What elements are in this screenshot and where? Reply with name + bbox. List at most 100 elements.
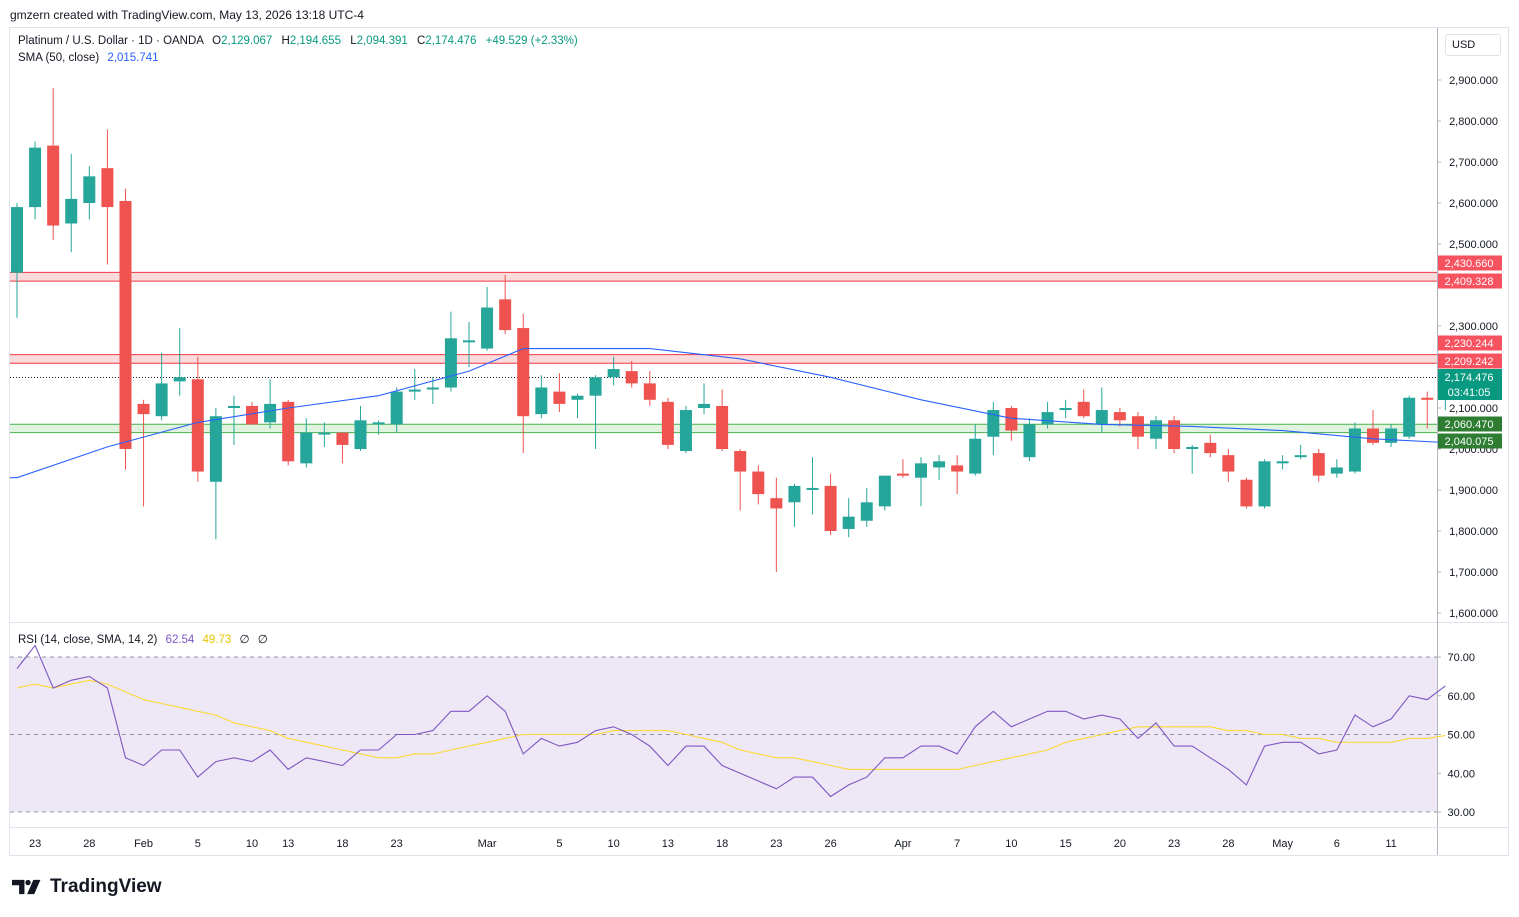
candle-up [878, 475, 891, 507]
candle-up [860, 502, 873, 521]
candle-up [1095, 410, 1108, 425]
price-tick-label: 1,700.000 [1449, 567, 1498, 579]
zone1-top-label-bg [1438, 255, 1502, 271]
time-tick-label: 28 [83, 838, 95, 850]
candle-down [643, 383, 656, 400]
price-labels-layer: 2,430.660 2,409.328 2,230.244 2,209.242 2,17… [1438, 255, 1502, 449]
candle-up [535, 387, 548, 415]
candle-up [155, 383, 168, 417]
zone1-bottom-label-bg [1438, 273, 1502, 289]
price-tick-label: 2,100.000 [1449, 403, 1498, 415]
candle-up [1186, 446, 1199, 449]
time-tick-label: 10 [246, 838, 258, 850]
candle-up [390, 391, 403, 425]
price-tick-label: 2,900.000 [1449, 75, 1498, 87]
sma-legend[interactable]: SMA (50, close) 2,015.741 [18, 52, 164, 64]
candle-up [1150, 420, 1163, 439]
zone1-bottom-label: 2,409.328 [1445, 276, 1494, 288]
candle-up [29, 147, 42, 208]
time-tick-label: 11 [1385, 838, 1396, 850]
price-tick-label: 1,800.000 [1449, 526, 1498, 538]
candle-up [1348, 428, 1361, 472]
candle-up [444, 338, 457, 388]
rsi-legend-extra-1: ∅ [239, 634, 250, 646]
candle-up [300, 432, 313, 464]
zone1-top-label: 2,430.660 [1445, 258, 1494, 270]
chart-frame [9, 27, 1509, 856]
sma-legend-label: SMA (50, close) [18, 52, 100, 64]
candles-layer [11, 88, 1452, 572]
tradingview-brand[interactable]: TradingView [12, 876, 162, 898]
time-tick-label: 5 [556, 838, 562, 850]
candle-up [481, 307, 494, 349]
price-tick-label: 1,600.000 [1449, 608, 1498, 620]
candle-up [679, 410, 692, 452]
candle-down [1168, 420, 1181, 449]
change-value: +49.529 (+2.33%) [485, 35, 578, 47]
rsi-legend[interactable]: RSI (14, close, SMA, 14, 2) 62.54 49.73 … [18, 632, 273, 646]
rsi-tick-label: 70.00 [1447, 652, 1475, 664]
rsi-tick-label: 30.00 [1447, 807, 1475, 819]
time-tick-label: May [1272, 838, 1293, 850]
candle-down [1312, 453, 1325, 476]
time-tick-label: 20 [1114, 838, 1126, 850]
time-tick-label: Feb [134, 838, 153, 850]
time-tick-label: Apr [894, 838, 911, 850]
candle-down [951, 465, 964, 472]
time-tick-label: 26 [824, 838, 836, 850]
current-price-label: 2,174.476 [1445, 372, 1494, 384]
candle-up [607, 369, 620, 378]
symbol-title: Platinum / U.S. Dollar · 1D · OANDA [18, 35, 204, 47]
rsi-sma-legend-value: 49.73 [202, 634, 232, 646]
zone3-bottom-label: 2,040.075 [1445, 436, 1494, 448]
grid-lines [10, 28, 1508, 855]
candle-down [1077, 401, 1090, 417]
zone2-bottom-label-bg [1438, 353, 1502, 369]
zone-resistance [10, 272, 1437, 282]
time-tick-label: 15 [1060, 838, 1072, 850]
candle-down [1204, 442, 1217, 454]
time-tick-label: 23 [391, 838, 403, 850]
candle-up [209, 416, 222, 482]
candle-down [716, 405, 729, 449]
price-tick-label: 2,600.000 [1449, 198, 1498, 210]
time-tick-label: 10 [1005, 838, 1017, 850]
currency-button[interactable]: USD [1445, 34, 1501, 56]
rsi-legend-extra-2: ∅ [257, 634, 268, 646]
zone3-bottom-label-bg [1438, 433, 1502, 449]
zone3-top-label-bg [1438, 416, 1502, 432]
symbol-legend[interactable]: Platinum / U.S. Dollar · 1D · OANDA O2,1… [18, 35, 583, 47]
low-value: L2,094.391 [350, 35, 408, 47]
time-tick-label: 5 [195, 838, 201, 850]
time-tick-label: 23 [770, 838, 782, 850]
candle-up [698, 403, 711, 408]
candle-down [553, 391, 566, 404]
candle-down [246, 405, 259, 425]
candle-up [372, 422, 385, 425]
sma-layer [10, 348, 1446, 479]
candle-down [752, 471, 765, 495]
candle-up [987, 410, 1000, 437]
candle-down [734, 451, 747, 472]
time-tick-label: 13 [662, 838, 674, 850]
candle-up [589, 377, 602, 396]
candle-up [173, 377, 186, 382]
candle-down [1421, 397, 1434, 400]
candle-up [426, 387, 439, 390]
rsi-legend-value: 62.54 [165, 634, 195, 646]
candle-down [47, 145, 60, 226]
rsi-line [16, 644, 1446, 798]
candle-down [1113, 412, 1126, 421]
time-tick-label: 10 [608, 838, 620, 850]
chart-attribution: gmzern created with TradingView.com, May… [10, 8, 364, 22]
candle-down [1240, 479, 1253, 507]
candle-up [1258, 461, 1271, 507]
candle-up [1403, 397, 1416, 437]
candle-down [119, 200, 132, 449]
candle-up [1385, 428, 1398, 443]
zone-resistance [10, 354, 1437, 364]
tradingview-logo-icon [12, 879, 41, 895]
candle-up [463, 340, 475, 343]
candle-down [137, 403, 150, 415]
